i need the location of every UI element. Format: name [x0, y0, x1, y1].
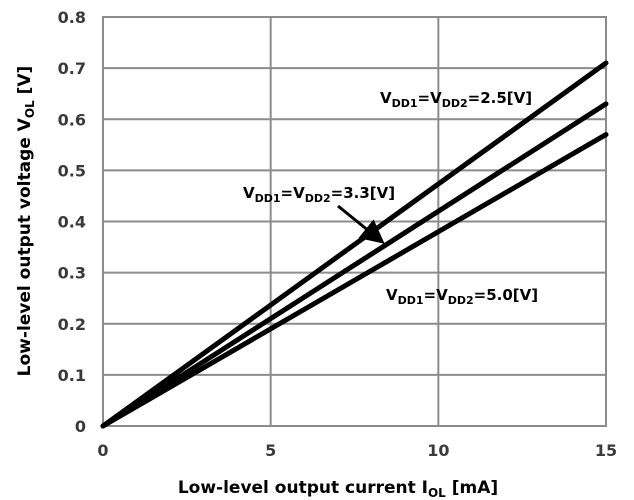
x-axis-title-main: Low-level output current I: [178, 478, 428, 498]
x-tick-label: 0: [97, 441, 108, 460]
series-line: [100, 60, 609, 429]
series-label-5-0v: VDD1=VDD2=5.0[V]: [386, 286, 538, 307]
anno-suffix: =3.3[V]: [331, 184, 395, 202]
series-label-3-3v: VDD1=VDD2=3.3[V]: [243, 184, 395, 205]
series-lines: [100, 60, 609, 429]
y-axis-title-subscript: OL: [23, 100, 37, 118]
anno-prefix: V: [243, 184, 255, 202]
y-tick-label: 0.6: [58, 110, 86, 129]
y-tick-label: 0: [75, 417, 86, 436]
anno-sub2: DD2: [442, 97, 468, 110]
plot-frame: [102, 16, 607, 427]
anno-suffix: =5.0[V]: [474, 286, 538, 304]
anno-sub1: DD1: [392, 97, 418, 110]
anno-sub1: DD1: [398, 294, 424, 307]
anno-sub1: DD1: [255, 192, 281, 205]
anno-suffix: =2.5[V]: [468, 89, 532, 107]
y-axis-title-main: Low-level output voltage V: [15, 117, 35, 376]
anno-mid: =V: [424, 286, 449, 304]
y-tick-label: 0.3: [58, 264, 86, 283]
annotation-arrow: [337, 204, 385, 244]
x-axis-title-unit: [mA]: [446, 478, 498, 498]
series-line: [100, 101, 609, 429]
anno-sub2: DD2: [448, 294, 474, 307]
x-tick-label: 5: [265, 441, 276, 460]
x-tick-label: 10: [427, 441, 449, 460]
x-tick-label: 15: [595, 441, 617, 460]
grid-lines: [102, 16, 607, 427]
x-axis-title-subscript: OL: [428, 486, 446, 500]
anno-sub2: DD2: [305, 192, 331, 205]
y-axis-title-unit: [V]: [15, 66, 35, 101]
series-label-2-5v: VDD1=VDD2=2.5[V]: [380, 89, 532, 110]
anno-prefix: V: [380, 89, 392, 107]
y-tick-label: 0.8: [58, 8, 86, 27]
y-tick-label: 0.1: [58, 366, 86, 385]
x-axis-title: Low-level output current IOL [mA]: [178, 478, 498, 500]
y-tick-label: 0.7: [58, 59, 86, 78]
y-tick-label: 0.2: [58, 315, 86, 334]
tick-labels: 0 5 10 15 0 0.1 0.2 0.3 0.4 0.5 0.6 0.7 0.8: [58, 8, 617, 460]
anno-mid: =V: [418, 89, 443, 107]
y-axis-title: Low-level output voltage VOL [V]: [15, 66, 37, 377]
series-line: [100, 132, 609, 429]
y-tick-label: 0.4: [58, 213, 86, 232]
y-tick-label: 0.5: [58, 161, 86, 180]
anno-mid: =V: [281, 184, 306, 202]
anno-prefix: V: [386, 286, 398, 304]
